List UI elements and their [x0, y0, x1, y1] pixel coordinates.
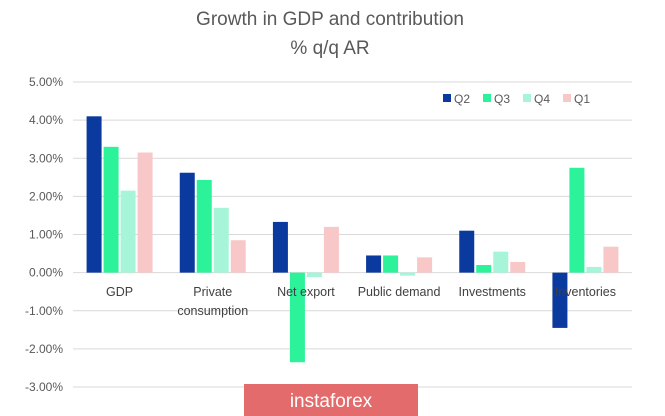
category-label: GDP: [106, 285, 133, 299]
legend-swatch-q1: [563, 94, 571, 102]
bar-q1-4: [510, 261, 526, 273]
watermark-text: instaforex: [290, 391, 373, 412]
chart-subtitle: % q/q AR: [290, 38, 369, 59]
y-tick-label: 2.00%: [29, 189, 63, 203]
y-axis: 5.00% 4.00% 3.00% 2.00% 1.00% 0.00% -1.00% -2.0…: [25, 75, 63, 394]
bar-q1-0: [137, 152, 153, 273]
y-tick-label: 4.00%: [29, 113, 63, 127]
bar-q3-1: [196, 179, 212, 273]
bar-q4-5: [586, 266, 602, 273]
bars: [86, 116, 619, 363]
category-label: Inventories: [555, 285, 616, 299]
watermark-background: [244, 384, 418, 416]
legend-swatch-q4: [523, 94, 531, 102]
bar-q4-3: [400, 272, 416, 276]
bar-q3-2: [289, 272, 305, 363]
legend-label-q1: Q1: [574, 92, 590, 106]
category-label: Investments: [459, 285, 526, 299]
bar-q1-5: [603, 246, 619, 273]
bar-q4-0: [120, 190, 136, 273]
bar-q1-1: [230, 240, 246, 273]
bar-q3-3: [383, 255, 399, 273]
category-label: Private consumption: [177, 285, 248, 318]
legend-label-q2: Q2: [454, 92, 470, 106]
bar-q4-2: [306, 272, 322, 278]
category-label-line: Private: [193, 285, 232, 299]
category-label: Public demand: [358, 285, 441, 299]
category-label-line: Public demand: [358, 285, 441, 299]
bar-q2-3: [366, 255, 382, 273]
bar-q3-4: [476, 265, 492, 273]
gridlines: [73, 81, 632, 388]
watermark: instaforex: [244, 384, 418, 416]
y-tick-label: 1.00%: [29, 228, 63, 242]
legend-label-q3: Q3: [494, 92, 510, 106]
chart-title: Growth in GDP and contribution: [196, 9, 464, 30]
category-label-line: consumption: [177, 304, 248, 318]
bar-q1-3: [417, 257, 433, 273]
category-label-line: Net export: [277, 285, 335, 299]
bar-q2-2: [272, 221, 288, 273]
category-label-line: Inventories: [555, 285, 616, 299]
bar-q3-5: [569, 167, 585, 273]
legend: Q2 Q3 Q4 Q1: [443, 92, 590, 106]
bar-q3-0: [103, 146, 119, 273]
y-tick-label: 0.00%: [29, 266, 63, 280]
bar-q4-4: [493, 251, 509, 273]
legend-swatch-q3: [483, 94, 491, 102]
category-label-line: Investments: [459, 285, 526, 299]
bar-q4-1: [213, 207, 229, 273]
category-labels: GDP Private consumption Net export Public de…: [106, 285, 616, 318]
y-tick-label: 3.00%: [29, 151, 63, 165]
legend-swatch-q2: [443, 94, 451, 102]
y-tick-label: -3.00%: [25, 380, 63, 394]
y-tick-label: -2.00%: [25, 342, 63, 356]
bar-q2-0: [86, 116, 102, 273]
bar-q2-1: [179, 172, 195, 273]
legend-label-q4: Q4: [534, 92, 550, 106]
category-label: Net export: [277, 285, 335, 299]
bar-q1-2: [323, 226, 339, 273]
bar-q2-5: [552, 272, 568, 328]
y-tick-label: 5.00%: [29, 75, 63, 89]
category-label-line: GDP: [106, 285, 133, 299]
y-tick-label: -1.00%: [25, 304, 63, 318]
bar-q2-4: [459, 230, 475, 273]
